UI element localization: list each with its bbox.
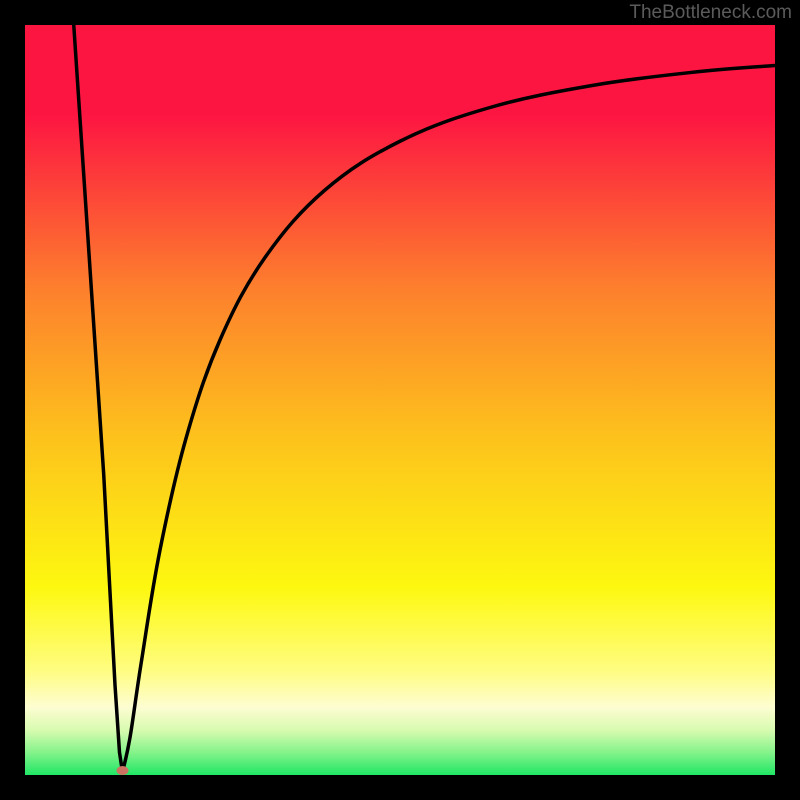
frame-border-bottom: [0, 775, 800, 800]
plot-background: [25, 25, 775, 775]
watermark-text: TheBottleneck.com: [629, 2, 792, 24]
bottleneck-chart: [0, 0, 800, 800]
minimum-marker: [117, 766, 129, 775]
frame-border-left: [0, 0, 25, 800]
frame-border-right: [775, 0, 800, 800]
chart-container: TheBottleneck.com: [0, 0, 800, 800]
